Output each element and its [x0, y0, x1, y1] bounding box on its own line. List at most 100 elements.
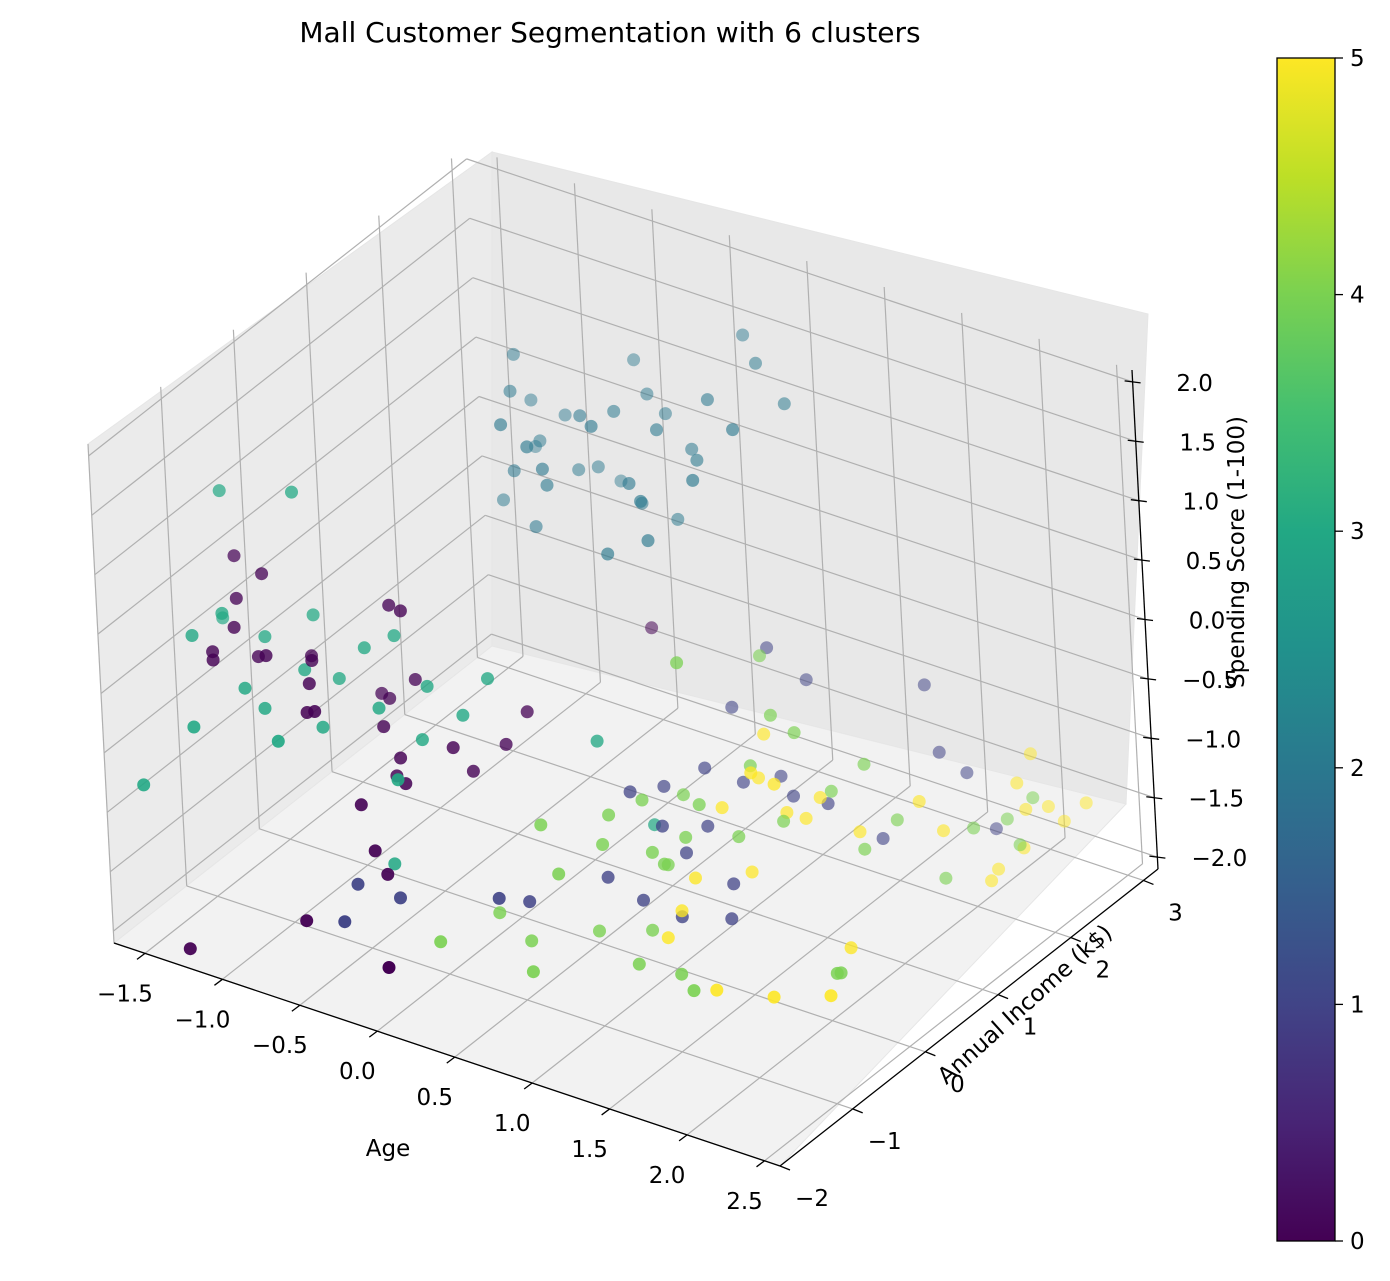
z-grid-line-left [88, 158, 467, 457]
scatter-point [596, 838, 610, 851]
scatter-point [686, 473, 700, 487]
scatter-point [1026, 791, 1040, 805]
z-grid-line-back [481, 455, 1149, 680]
scatter-point [967, 821, 981, 835]
colorbar-tick-label: 3 [1350, 519, 1365, 545]
scatter-point [989, 822, 1003, 836]
z-tick-mark [1133, 558, 1150, 562]
scatter-point [408, 673, 422, 686]
scatter-point [622, 477, 636, 490]
scatter-point [698, 761, 712, 775]
x-tick-label: 0.0 [339, 1059, 376, 1085]
scatter-point [332, 672, 346, 685]
z-tick-mark [1124, 380, 1141, 384]
scatter-point [354, 798, 368, 812]
scatter-point [584, 419, 598, 433]
scatter-point [529, 520, 543, 534]
scatter-point [607, 404, 621, 418]
scatter-point [645, 621, 659, 635]
scatter-point [679, 830, 693, 844]
z-grid-line-back [478, 395, 1146, 621]
scatter-point [726, 423, 740, 437]
y-axis-line [779, 868, 1159, 1167]
scatter-point [858, 842, 872, 856]
z-tick-label: −1.5 [1188, 787, 1244, 813]
scatter-point [351, 877, 365, 891]
scatter-point [932, 745, 946, 759]
scatter-point [689, 871, 702, 885]
z-grid-line-back [466, 158, 1133, 383]
scatter-point [305, 654, 319, 667]
scatter-point [520, 440, 534, 454]
x-grid-line-floor [376, 733, 756, 1032]
z-grid-line-left [97, 336, 477, 635]
z-grid-line-back [484, 514, 1152, 739]
scatter-point [212, 484, 226, 498]
x-grid-line-floor [222, 681, 601, 980]
scatter-point [183, 942, 197, 956]
scatter-point [227, 620, 241, 634]
x-tick-label: −1.0 [174, 1007, 230, 1033]
scatter-point [306, 608, 320, 622]
scatter-point [446, 741, 460, 755]
scatter-point [1000, 812, 1014, 826]
scatter-point [1079, 796, 1093, 810]
scatter-point [657, 857, 671, 871]
scatter-point [520, 705, 534, 719]
z-grid-line-left [109, 574, 489, 873]
scatter-point [456, 708, 470, 722]
scatter-point [533, 434, 547, 448]
y-tick-mark [1070, 936, 1082, 943]
scatter-point [670, 656, 684, 670]
colorbar-tick-label: 2 [1350, 756, 1365, 782]
scatter-point [985, 874, 999, 888]
z-tick-mark [1140, 677, 1157, 681]
scatter-point [767, 990, 781, 1004]
scatter-point [535, 462, 549, 476]
x-tick-mark [446, 1056, 456, 1064]
scatter-point [552, 867, 566, 881]
x-tick-label: −0.5 [252, 1033, 308, 1059]
scatter-point [302, 677, 316, 691]
z-grid-line-back [469, 217, 1136, 442]
colorbar-tick-label: 5 [1350, 46, 1365, 72]
z-grid-line-left [106, 514, 486, 813]
z-tick-mark [1149, 855, 1166, 859]
scatter-point [540, 478, 554, 492]
scatter-point [687, 984, 701, 998]
scatter-point [466, 764, 480, 778]
scatter-point [671, 512, 685, 526]
x-axis-line [113, 942, 781, 1167]
scatter-point [492, 891, 506, 905]
scatter-point [494, 418, 508, 432]
x-tick-mark [291, 1004, 301, 1012]
z-tick-mark [1136, 617, 1154, 622]
scatter-points [137, 328, 1093, 1004]
scatter-point [824, 784, 838, 798]
scatter-point [394, 751, 408, 765]
scatter-point [675, 904, 689, 918]
x-grid-line-floor [764, 863, 1143, 1162]
z-grid-line-left [91, 217, 471, 516]
scatter-point [650, 423, 663, 437]
scatter-point [383, 691, 397, 705]
scatter-point [503, 384, 517, 398]
x-grid-line-floor [609, 811, 988, 1110]
scatter-point [227, 549, 241, 563]
x-tick-mark [523, 1082, 533, 1090]
scatter-point [763, 708, 777, 722]
scatter-point [912, 795, 926, 808]
x-tick-label: 2.0 [649, 1163, 686, 1189]
scatter-point [745, 865, 759, 879]
scatter-point [635, 793, 649, 807]
scatter-point [744, 766, 758, 780]
y-tick-label: 3 [1168, 900, 1183, 926]
scatter-point [937, 824, 950, 838]
scatter-point [623, 785, 637, 799]
y-grid-line-floor [259, 828, 926, 1053]
scatter-point [1057, 814, 1071, 828]
y-grid-line-floor [186, 885, 853, 1110]
scatter-point [573, 409, 587, 423]
